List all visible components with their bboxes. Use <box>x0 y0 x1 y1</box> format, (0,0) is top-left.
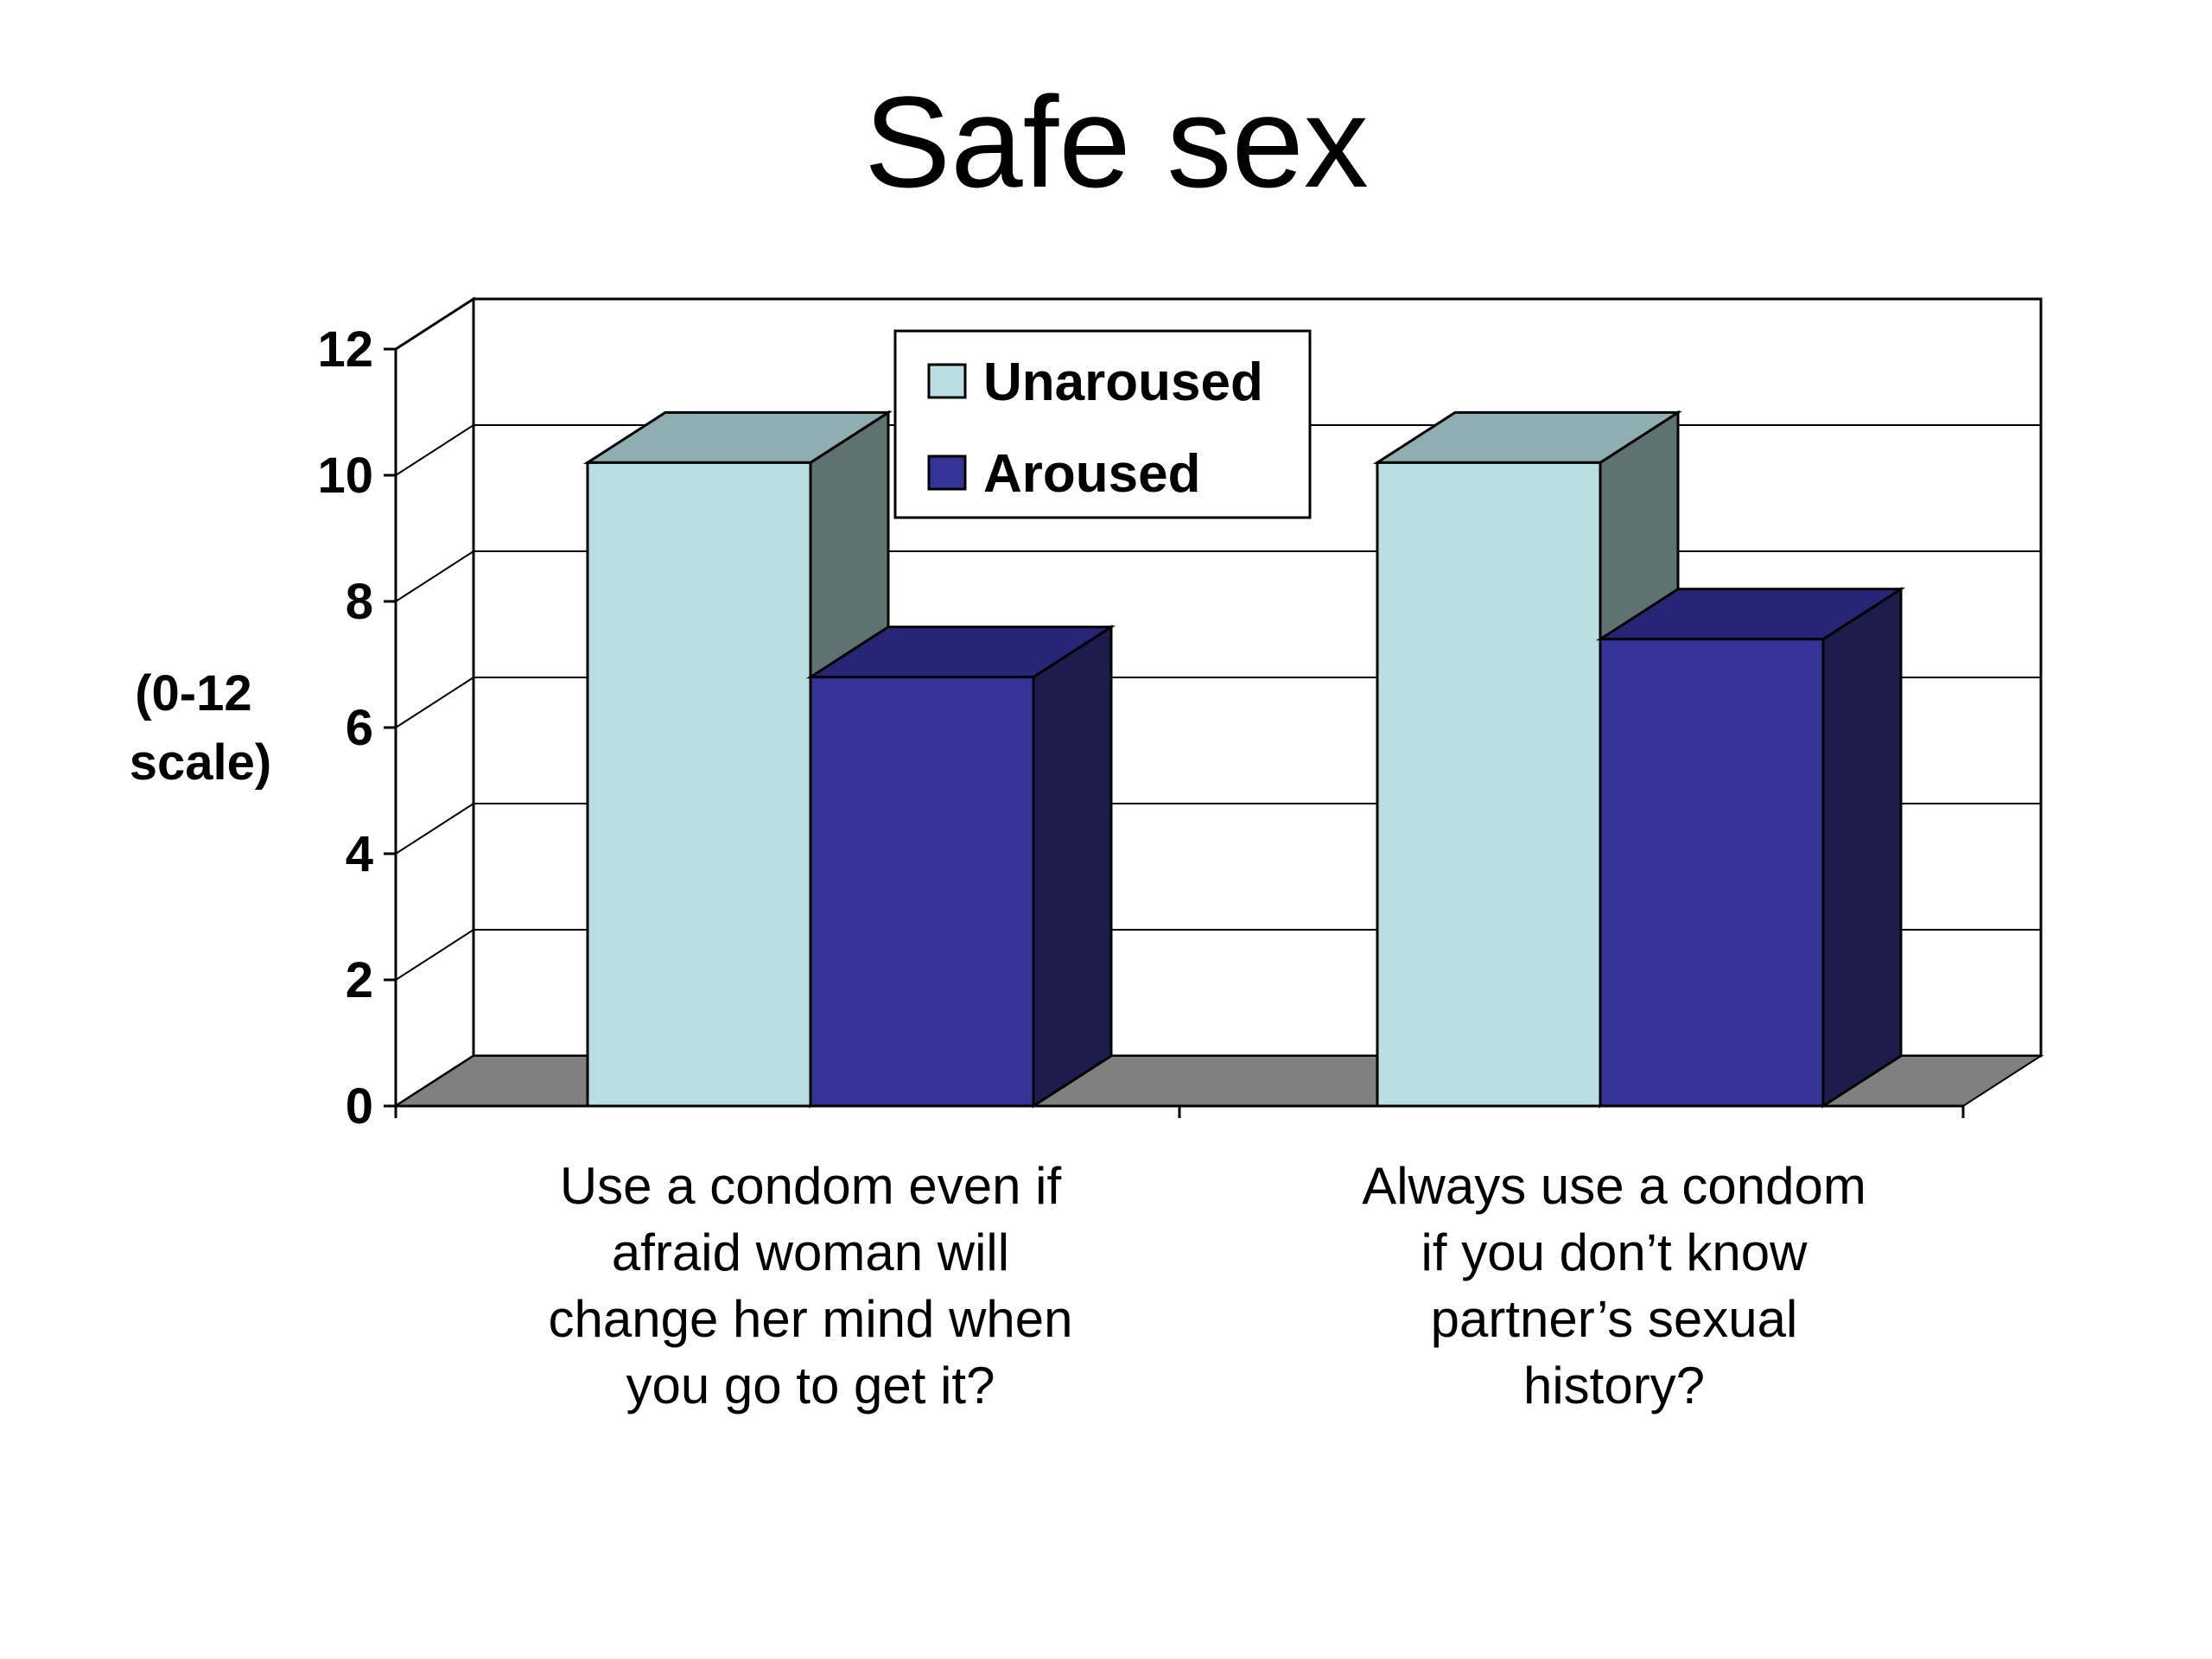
y-tick-label: 0 <box>346 1078 373 1135</box>
x-category-label-1: Use a condom even if afraid woman will cha… <box>548 1157 1072 1414</box>
x-category-label-2: Always use a condom if you don’t know part… <box>1362 1157 1866 1414</box>
legend-swatch-unaroused <box>927 363 967 399</box>
bar-front <box>586 461 812 1108</box>
bar-aroused-2 <box>1595 587 1906 1109</box>
bar-side <box>1821 587 1903 1109</box>
y-axis-label-line-2: scale) <box>130 734 271 791</box>
chart-title: Safe sex <box>864 69 1369 214</box>
y-tick-label: 12 <box>317 321 373 378</box>
x-category-label-line: you go to get it? <box>626 1357 995 1414</box>
x-category-label-line: Always use a condom <box>1362 1157 1866 1215</box>
bar-unaroused-1 <box>582 410 893 1109</box>
x-category-label-line: partner’s sexual <box>1431 1290 1798 1348</box>
bar-front <box>1599 638 1825 1108</box>
bar-aroused-1 <box>805 624 1116 1109</box>
y-tick-label: 10 <box>317 448 373 504</box>
y-tick-label: 2 <box>346 952 373 1008</box>
category-labels: Use a condom even if afraid woman will cha… <box>548 1157 1866 1414</box>
gridline <box>395 298 2041 350</box>
bar-front <box>1376 461 1602 1108</box>
x-category-label-line: if you don’t know <box>1421 1224 1808 1281</box>
x-category-label-line: afraid woman will <box>612 1224 1009 1281</box>
axes <box>384 347 1965 1118</box>
bar-side <box>1032 624 1113 1109</box>
y-tick-label: 4 <box>346 826 373 882</box>
x-category-label-line: history? <box>1523 1357 1705 1414</box>
y-tick-labels: 0 2 4 6 8 10 12 <box>317 321 373 1135</box>
y-tick-label: 8 <box>346 574 373 630</box>
legend: Unaroused Aroused <box>893 329 1312 519</box>
y-tick-label: 6 <box>346 700 373 756</box>
bars <box>582 410 1906 1109</box>
legend-label-aroused: Aroused <box>983 444 1200 504</box>
x-category-label-line: Use a condom even if <box>560 1157 1062 1215</box>
legend-label-unaroused: Unaroused <box>983 353 1263 412</box>
x-category-label-line: change her mind when <box>548 1290 1072 1348</box>
legend-swatch-aroused <box>927 454 967 491</box>
y-axis-label: (0-12 scale) <box>130 665 271 791</box>
y-axis-label-line-1: (0-12 <box>135 665 251 721</box>
bar-front <box>809 676 1035 1108</box>
